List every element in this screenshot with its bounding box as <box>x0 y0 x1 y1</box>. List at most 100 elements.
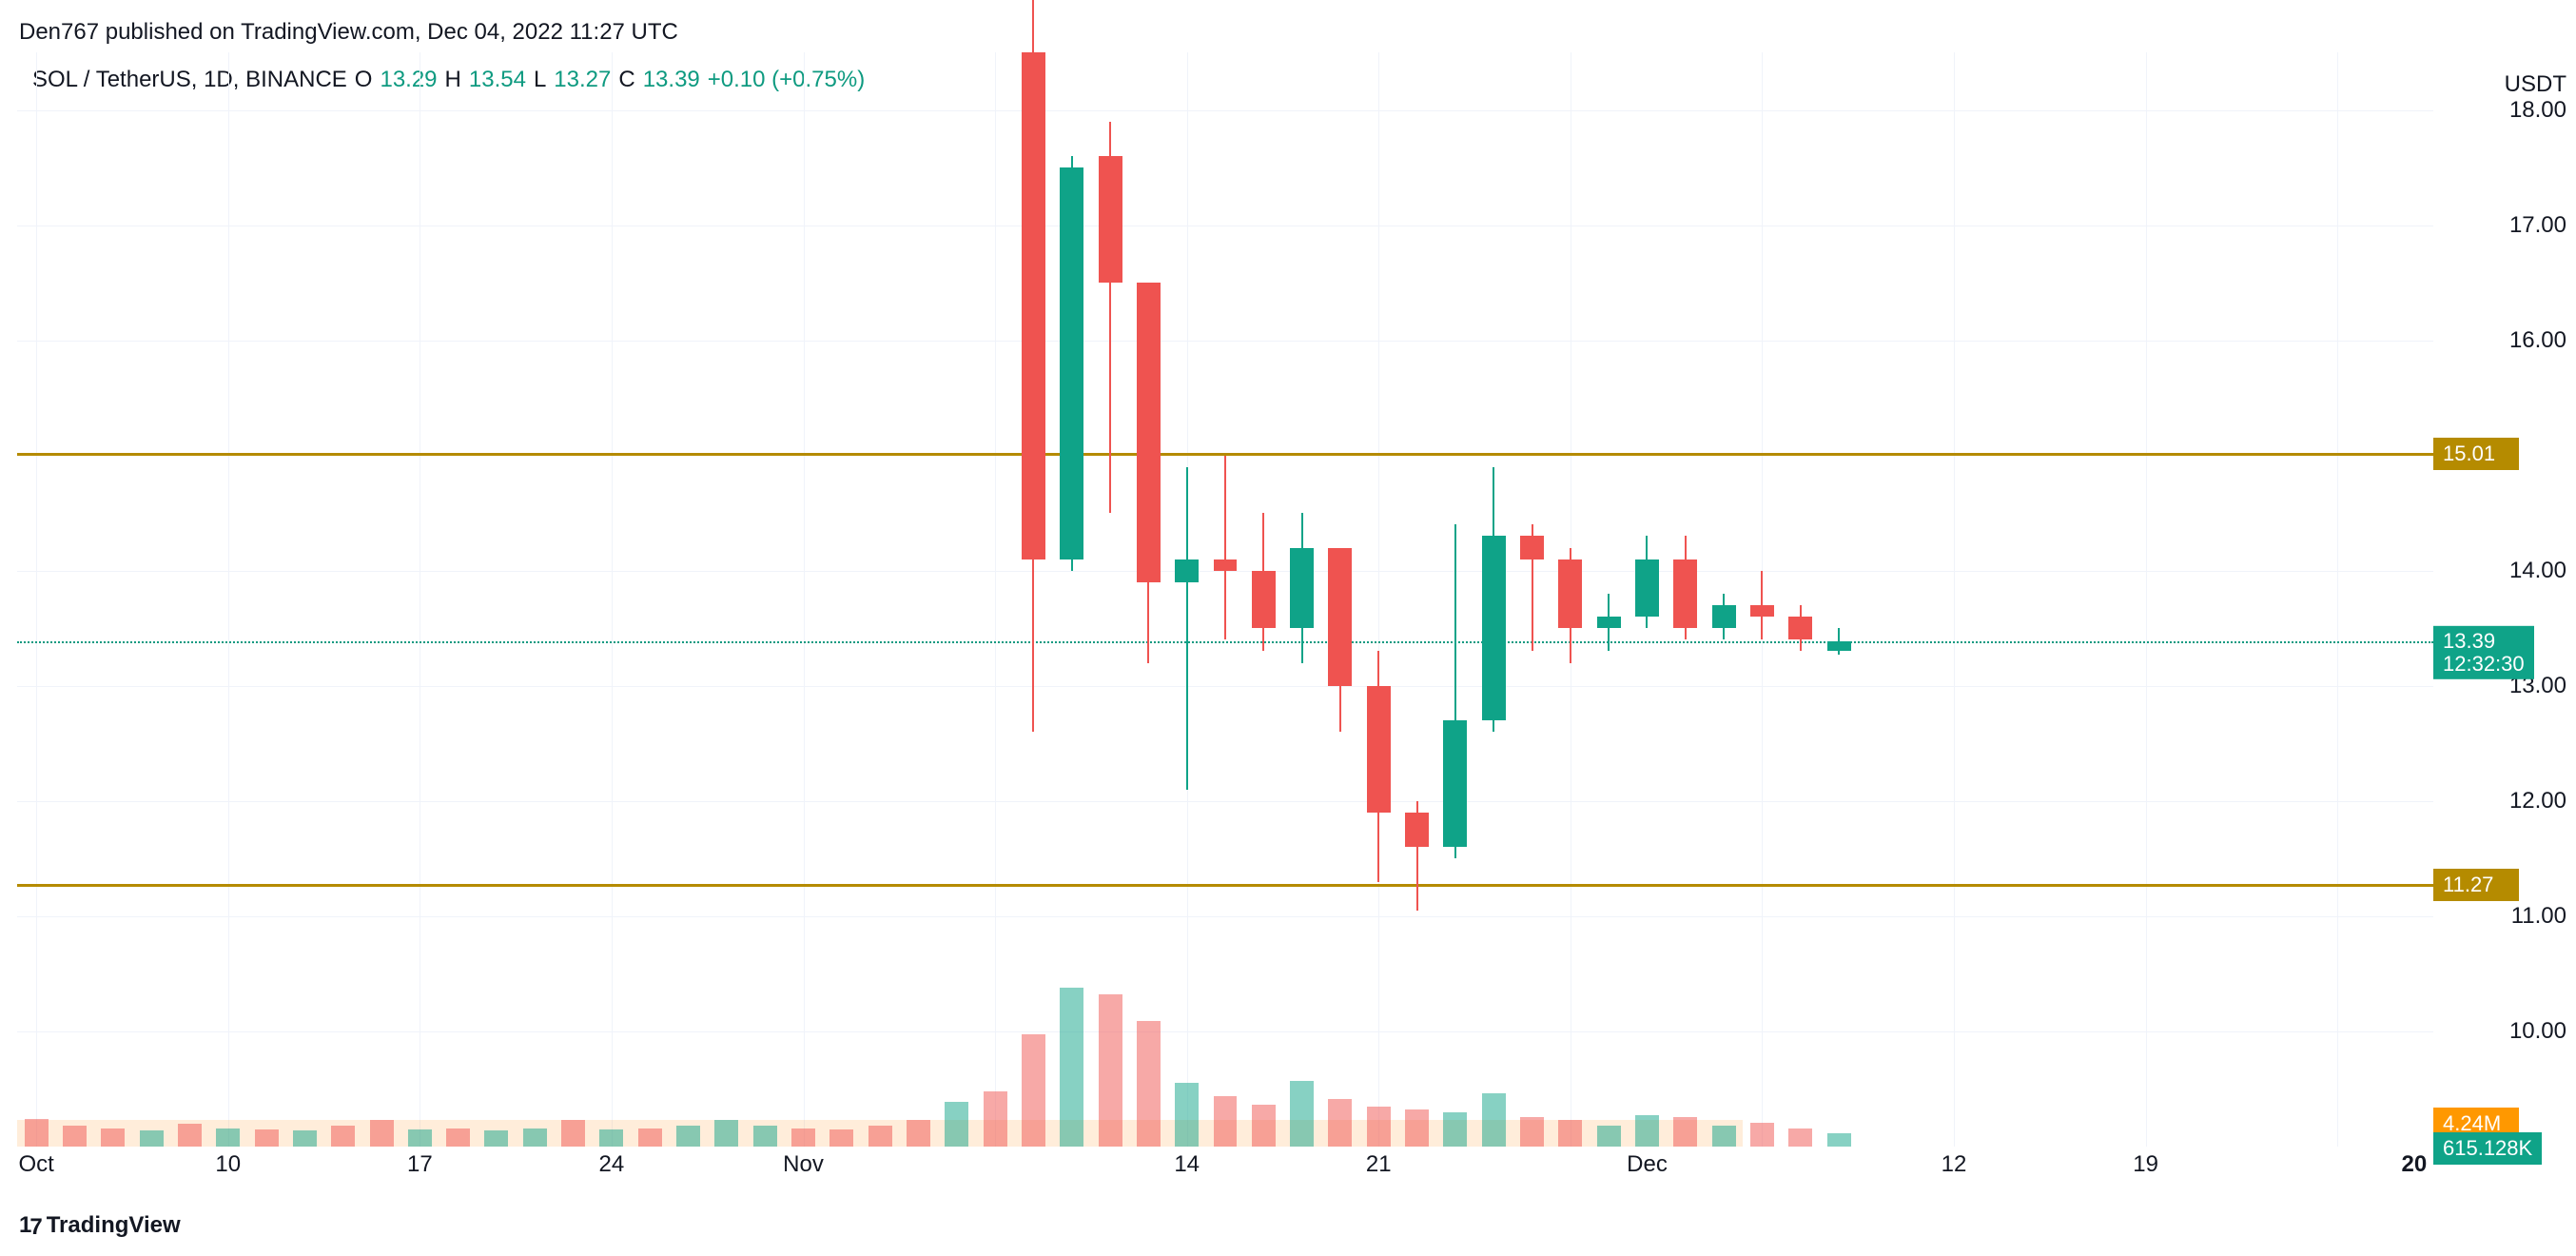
volume-bar <box>523 1128 547 1147</box>
grid-line-vertical <box>36 52 37 1147</box>
price-axis-label: 14.00 <box>2509 558 2566 584</box>
volume-bar <box>1290 1081 1314 1147</box>
candle-body <box>1252 571 1276 629</box>
volume-bar <box>331 1126 355 1147</box>
grid-line-horizontal <box>17 686 2433 687</box>
volume-bar <box>1750 1123 1774 1147</box>
volume-bar <box>561 1120 585 1147</box>
volume-bar <box>1367 1107 1391 1147</box>
grid-line-vertical <box>804 52 805 1147</box>
grid-line-horizontal <box>17 801 2433 802</box>
price-tag: 15.01 <box>2433 438 2519 470</box>
price-axis-label: 11.00 <box>2511 903 2566 930</box>
candle-body <box>1405 813 1429 847</box>
volume-bar <box>1137 1021 1161 1147</box>
price-axis-title: USDT <box>2505 71 2566 98</box>
volume-bar <box>1635 1115 1659 1147</box>
volume-bar <box>293 1130 317 1147</box>
volume-bar <box>791 1128 815 1147</box>
price-chart-pane[interactable] <box>17 52 2433 1147</box>
candle-body <box>1214 559 1238 571</box>
candle-body <box>1022 52 1045 559</box>
price-axis[interactable]: USDT 10.0011.0012.0013.0014.0016.0017.00… <box>2435 52 2576 1147</box>
volume-bar <box>408 1129 432 1147</box>
candle-body <box>1788 617 1812 639</box>
volume-bar <box>945 1102 968 1147</box>
volume-bar <box>907 1120 930 1147</box>
volume-bar <box>63 1126 87 1147</box>
volume-bar <box>1673 1117 1697 1147</box>
time-axis-label: 24 <box>599 1151 625 1178</box>
candle-body <box>1367 686 1391 813</box>
candle-body <box>1635 559 1659 618</box>
candle-body <box>1520 536 1544 559</box>
grid-line-vertical <box>612 52 613 1147</box>
time-axis-label: 10 <box>215 1151 241 1178</box>
time-axis[interactable]: Oct101724Nov1421Dec121920 <box>17 1151 2433 1189</box>
time-axis-label: Oct <box>18 1151 53 1178</box>
time-axis-label: 14 <box>1174 1151 1200 1178</box>
time-axis-label: 19 <box>2133 1151 2158 1178</box>
volume-tag-sub: 615.128K <box>2433 1132 2542 1165</box>
volume-bar <box>216 1128 240 1147</box>
price-axis-label: 12.00 <box>2509 788 2566 814</box>
candle-body <box>1175 559 1199 582</box>
volume-bar <box>255 1129 279 1147</box>
volume-bar <box>599 1129 623 1147</box>
price-axis-label: 18.00 <box>2509 97 2566 124</box>
brand-name: TradingView <box>47 1212 181 1239</box>
price-axis-label: 17.00 <box>2509 212 2566 239</box>
grid-line-vertical <box>228 52 229 1147</box>
volume-bar <box>1443 1112 1467 1147</box>
last-price-line <box>17 641 2433 643</box>
volume-bar <box>1788 1128 1812 1147</box>
volume-bar <box>984 1091 1007 1147</box>
volume-bar <box>1252 1105 1276 1147</box>
volume-bar <box>101 1128 125 1147</box>
tradingview-logo-icon: 17 <box>19 1212 41 1239</box>
volume-bar <box>1175 1083 1199 1147</box>
volume-bar <box>1060 988 1083 1147</box>
volume-bar <box>1827 1133 1851 1147</box>
volume-bar <box>1597 1126 1621 1147</box>
time-axis-label: 20 <box>2401 1151 2427 1178</box>
volume-bar <box>1328 1099 1352 1147</box>
volume-bar <box>178 1124 202 1147</box>
grid-line-vertical <box>1954 52 1955 1147</box>
grid-line-vertical <box>2146 52 2147 1147</box>
grid-line-horizontal <box>17 341 2433 342</box>
last-price-tag: 13.3912:32:30 <box>2433 625 2534 678</box>
price-axis-label: 16.00 <box>2509 327 2566 354</box>
grid-line-horizontal <box>17 1031 2433 1032</box>
candle-body <box>1137 283 1161 582</box>
candle-body <box>1482 536 1506 720</box>
candle-wick <box>1224 456 1226 640</box>
grid-line-vertical <box>995 52 996 1147</box>
candle-body <box>1673 559 1697 629</box>
price-tag: 11.27 <box>2433 869 2519 901</box>
volume-bar <box>1520 1117 1544 1147</box>
volume-bar <box>1482 1093 1506 1147</box>
time-axis-label: 12 <box>1942 1151 1967 1178</box>
volume-bar <box>829 1129 853 1147</box>
candle-body <box>1443 720 1467 847</box>
branding-footer: 17 TradingView <box>19 1212 181 1239</box>
volume-bar <box>1558 1120 1582 1147</box>
volume-bar <box>1022 1034 1045 1147</box>
volume-bar <box>140 1130 164 1147</box>
volume-bar <box>370 1120 394 1147</box>
candle-body <box>1060 167 1083 559</box>
grid-line-horizontal <box>17 110 2433 111</box>
candle-body <box>1558 559 1582 629</box>
horizontal-trend-line[interactable] <box>17 884 2433 887</box>
candle-body <box>1827 641 1851 652</box>
volume-bar <box>676 1126 700 1147</box>
candle-wick <box>1186 467 1188 790</box>
candle-body <box>1750 605 1774 617</box>
price-axis-label: 10.00 <box>2509 1018 2566 1045</box>
time-axis-label: Nov <box>783 1151 824 1178</box>
volume-bar <box>1405 1109 1429 1147</box>
volume-bar <box>1099 994 1122 1147</box>
volume-bar <box>1712 1126 1736 1147</box>
volume-bar <box>714 1120 738 1147</box>
